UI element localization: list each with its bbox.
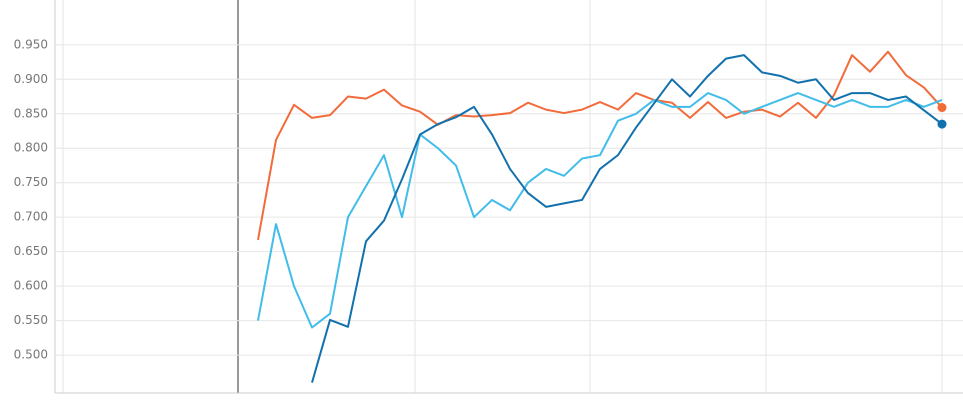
x-decor bbox=[62, 0, 943, 393]
y-tick-label: 0.900 bbox=[14, 72, 48, 86]
series-line bbox=[311, 54, 943, 383]
y-tick-label: 0.750 bbox=[14, 175, 48, 189]
y-tick-label: 0.800 bbox=[14, 141, 48, 155]
y-tick-label: 0.600 bbox=[14, 279, 48, 293]
y-tick-label: 0.850 bbox=[14, 106, 48, 120]
y-tick-label: 0.550 bbox=[14, 313, 48, 327]
y-tick-label: 0.700 bbox=[14, 210, 48, 224]
y-tick-label: 0.950 bbox=[14, 37, 48, 51]
y-tick-label: 0.500 bbox=[14, 348, 48, 362]
y-tick-label: 0.650 bbox=[14, 244, 48, 258]
series-line bbox=[257, 50, 943, 241]
series-line bbox=[257, 92, 943, 329]
end-point bbox=[937, 119, 947, 129]
end-point bbox=[937, 103, 947, 113]
